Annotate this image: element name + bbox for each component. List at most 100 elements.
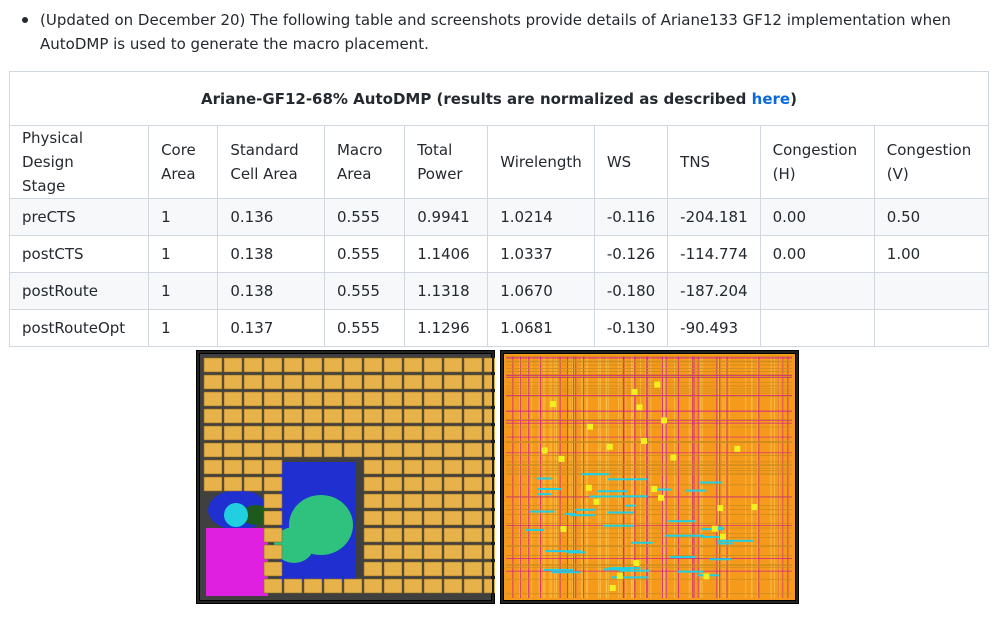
routing-screenshot <box>500 350 799 604</box>
cell: -90.493 <box>667 309 761 347</box>
macro-block <box>363 374 383 390</box>
route-segment <box>607 511 635 514</box>
macro-block <box>363 493 383 509</box>
cell: -0.126 <box>593 235 669 273</box>
cell: 1.1296 <box>404 309 489 347</box>
cell <box>873 309 990 347</box>
macro-block <box>203 425 223 441</box>
via-cluster <box>711 525 718 532</box>
route-segment <box>717 539 753 542</box>
route-segment <box>608 478 648 481</box>
stdcell-region <box>242 505 270 525</box>
macro-block <box>363 578 383 594</box>
macro-block <box>343 578 363 594</box>
macro-block <box>243 442 263 458</box>
macro-block <box>263 476 283 492</box>
macro-block <box>263 544 283 560</box>
macro-block <box>463 527 483 543</box>
header-cell: WS <box>593 125 669 199</box>
macro-block <box>463 459 483 475</box>
macro-block <box>443 527 463 543</box>
macro-block <box>423 357 443 373</box>
macro-block <box>263 510 283 526</box>
die-boundary <box>197 351 494 603</box>
macro-block <box>383 527 403 543</box>
macro-block <box>223 442 243 458</box>
macro-block <box>303 391 323 407</box>
cell: 1.0337 <box>487 235 595 273</box>
via-cluster <box>550 401 557 408</box>
route-segment <box>677 570 704 573</box>
macro-block <box>403 527 423 543</box>
header-cell: Standard Cell Area <box>217 125 325 199</box>
macro-block <box>223 425 243 441</box>
macro-block <box>403 578 423 594</box>
macro-block <box>223 408 243 424</box>
macro-block <box>383 476 403 492</box>
macro-block <box>283 425 303 441</box>
cell <box>759 309 875 347</box>
results-table: Ariane-GF12-68% AutoDMP (results are nor… <box>8 71 990 347</box>
macro-block <box>403 408 423 424</box>
via-cluster <box>631 388 638 395</box>
macro-block <box>243 374 263 390</box>
macro-block <box>243 476 263 492</box>
macro-block <box>363 391 383 407</box>
macro-block <box>303 442 323 458</box>
macro-block <box>443 578 463 594</box>
cell: 0.136 <box>217 198 325 236</box>
macro-block <box>443 510 463 526</box>
macro-block <box>303 408 323 424</box>
macro-block <box>323 391 343 407</box>
cell: 1 <box>148 235 219 273</box>
route-segment <box>603 524 635 527</box>
cell: 0.138 <box>217 272 325 310</box>
route-segment <box>545 550 581 553</box>
macro-block <box>463 561 483 577</box>
macro-block <box>323 357 343 373</box>
macro-block <box>263 425 283 441</box>
route-segment <box>544 568 574 571</box>
via-cluster <box>587 423 594 430</box>
via-cluster <box>651 485 658 492</box>
cell: 0.555 <box>323 198 406 236</box>
via-cluster <box>633 560 640 567</box>
macro-block <box>283 391 303 407</box>
macro-block <box>423 578 443 594</box>
route-segment <box>611 576 649 579</box>
macro-block <box>263 561 283 577</box>
table-row: postRoute 1 0.138 0.555 1.1318 1.0670 -0.180 -1… <box>8 272 990 310</box>
via-cluster <box>670 454 677 461</box>
macro-block <box>263 391 283 407</box>
intro-text: (Updated on December 20) The following t… <box>40 11 951 53</box>
header-cell: Congestion (V) <box>873 125 990 199</box>
route-segment <box>608 567 641 570</box>
via-cluster <box>703 573 710 580</box>
macro-block <box>343 408 363 424</box>
here-link[interactable]: here <box>751 89 791 108</box>
macro-block <box>223 459 243 475</box>
macro-block <box>363 544 383 560</box>
via-cluster <box>616 572 623 579</box>
macro-block <box>443 476 463 492</box>
macro-block <box>443 357 463 373</box>
macro-block <box>463 357 483 373</box>
via-cluster <box>558 455 565 462</box>
table-title-prefix: Ariane-GF12-68% AutoDMP (results are nor… <box>201 89 752 108</box>
cell: 1.1406 <box>404 235 489 273</box>
cell: 0.00 <box>759 198 875 236</box>
macro-block <box>443 425 463 441</box>
route-segment <box>537 487 562 490</box>
macro-block <box>243 425 263 441</box>
route-segment <box>530 510 555 513</box>
via-cluster <box>734 445 741 452</box>
macro-block <box>203 459 223 475</box>
macro-block <box>383 544 403 560</box>
macro-block <box>403 391 423 407</box>
macro-block <box>443 493 463 509</box>
macro-block <box>463 425 483 441</box>
macro-block <box>423 527 443 543</box>
macro-block <box>303 374 323 390</box>
cell: 1.1318 <box>404 272 489 310</box>
macro-block <box>423 425 443 441</box>
